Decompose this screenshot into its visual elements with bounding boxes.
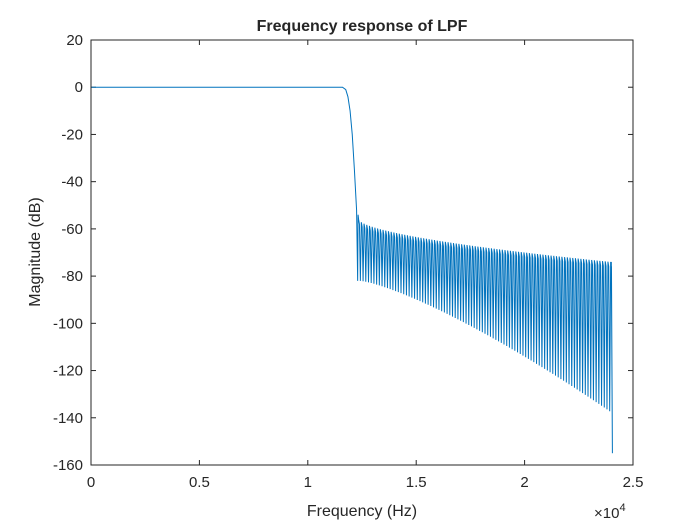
y-tick-label: -160 <box>53 457 83 474</box>
y-tick-label: -140 <box>53 410 83 427</box>
plot-area <box>91 40 633 465</box>
y-tick-label: -80 <box>61 268 83 285</box>
x-axis-ticks: 0 0.5 1 1.5 2 2.5 <box>87 40 644 491</box>
y-tick-label: -100 <box>53 315 83 332</box>
x-axis-label: Frequency (Hz) <box>307 503 417 520</box>
y-tick-label: 0 <box>75 79 83 96</box>
chart-title: Frequency response of LPF <box>257 18 468 35</box>
x-axis-multiplier: ×104 <box>594 502 626 522</box>
y-tick-label: -120 <box>53 363 83 380</box>
x-tick-label: 0 <box>87 474 95 491</box>
x-tick-label: 1 <box>304 474 312 491</box>
x-multiplier-base: ×10 <box>594 505 619 522</box>
x-multiplier-exponent: 4 <box>619 502 625 514</box>
x-tick-label: 2.5 <box>623 474 644 491</box>
x-tick-label: 0.5 <box>189 474 210 491</box>
x-tick-label: 1.5 <box>406 474 427 491</box>
y-axis-label: Magnitude (dB) <box>27 197 44 306</box>
y-tick-label: -20 <box>61 126 83 143</box>
y-tick-label: -60 <box>61 221 83 238</box>
y-tick-label: -40 <box>61 174 83 191</box>
x-tick-label: 2 <box>520 474 528 491</box>
axes-box <box>90 39 634 466</box>
y-tick-label: 20 <box>66 32 83 49</box>
frequency-response-line <box>91 86 613 454</box>
